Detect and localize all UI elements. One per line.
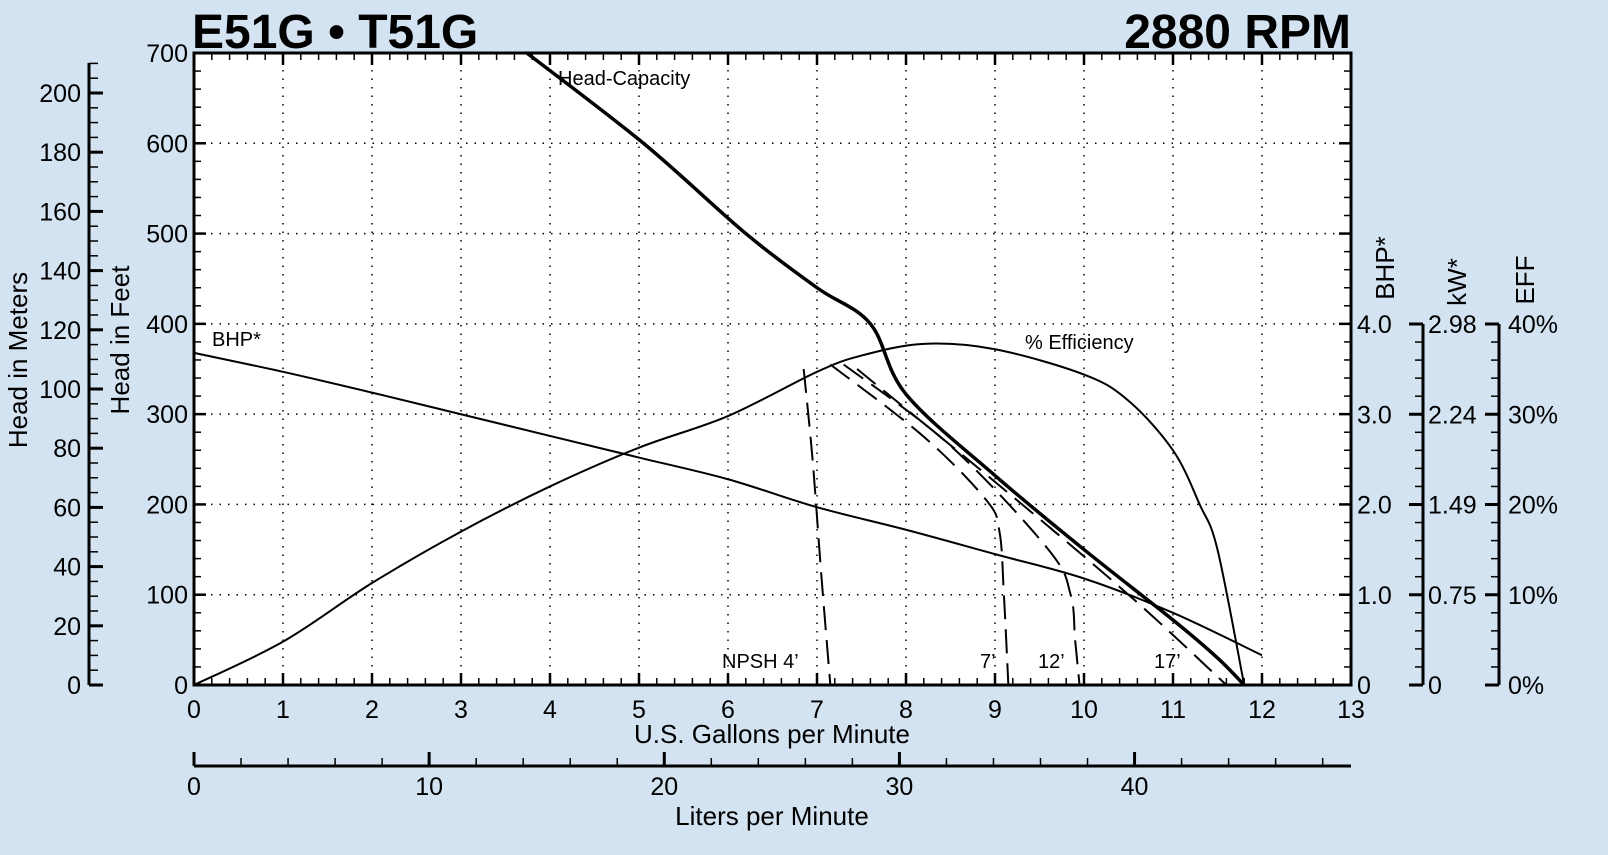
eff-tick-label: 20% [1508, 492, 1558, 520]
lpm-tick-label: 20 [650, 773, 678, 801]
bhp-tick-label: 0 [1357, 672, 1371, 700]
kw-tick-label: 0.75 [1428, 582, 1477, 610]
feet-axis-title: Head in Feet [105, 265, 135, 415]
npsh-4-label: NPSH 4’ [722, 651, 799, 673]
gpm-tick-label: 8 [899, 696, 913, 724]
right-axes [1409, 322, 1501, 687]
meters-tick-label: 80 [53, 435, 81, 463]
meters-tick-label: 120 [39, 317, 81, 345]
kw-tick-label: 2.98 [1428, 311, 1477, 339]
bhp-axis-title: BHP* [1370, 236, 1400, 300]
meters-tick-label: 180 [39, 139, 81, 167]
feet-tick-label: 500 [146, 221, 188, 249]
eff-tick-label: 40% [1508, 311, 1558, 339]
npsh-4-curve [802, 368, 832, 686]
npsh-7-curve [829, 363, 1010, 686]
npsh-17-label: 17’ [1154, 651, 1181, 673]
gpm-tick-label: 10 [1070, 696, 1098, 724]
feet-tick-label: 100 [146, 582, 188, 610]
feet-tick-label: 400 [146, 311, 188, 339]
eff-tick-label: 0% [1508, 672, 1544, 700]
lpm-tick-label: 10 [415, 773, 443, 801]
gpm-tick-label: 3 [454, 696, 468, 724]
eff-axis-title: EFF [1510, 255, 1540, 304]
kw-tick-label: 1.49 [1428, 492, 1477, 520]
gpm-tick-label: 6 [721, 696, 735, 724]
meters-tick-label: 200 [39, 80, 81, 108]
gpm-tick-label: 13 [1337, 696, 1365, 724]
lpm-axis-title: Liters per Minute [675, 801, 869, 831]
kw-tick-label: 2.24 [1428, 401, 1477, 429]
meters-tick-label: 40 [53, 554, 81, 582]
feet-tick-label: 600 [146, 130, 188, 158]
meters-tick-label: 20 [53, 613, 81, 641]
meters-tick-label: 140 [39, 258, 81, 286]
gpm-tick-label: 5 [632, 696, 646, 724]
right-tick-labels: 0 1.0 2.0 3.0 4.0 0 0.75 1.49 2.24 2.98 0% 10% 20% 30… [1357, 311, 1558, 700]
eff-tick-label: 10% [1508, 582, 1558, 610]
gpm-tick-label: 12 [1248, 696, 1276, 724]
gpm-axis-title: U.S. Gallons per Minute [634, 719, 910, 749]
head-capacity-curve [525, 51, 1246, 687]
lpm-tick-label: 40 [1121, 773, 1149, 801]
kw-tick-label: 0 [1428, 672, 1442, 700]
bhp-tick-label: 2.0 [1357, 492, 1392, 520]
feet-tick-label: 0 [174, 672, 188, 700]
gpm-tick-label: 9 [988, 696, 1002, 724]
meters-tick-labels: 0 20 40 60 80 100 120 140 160 180 200 [39, 80, 81, 700]
lpm-tick-label: 30 [886, 773, 914, 801]
grid-lines [194, 53, 1351, 685]
feet-tick-label: 200 [146, 491, 188, 519]
meters-tick-label: 100 [39, 376, 81, 404]
meters-tick-label: 0 [67, 672, 81, 700]
curves [193, 51, 1263, 687]
gpm-tick-label: 11 [1160, 696, 1186, 724]
npsh-17-curve [856, 368, 1228, 686]
bhp-curve-label: BHP* [212, 329, 261, 351]
gpm-tick-label: 1 [276, 696, 290, 724]
npsh-12-curve [843, 363, 1081, 686]
npsh-7-label: 7’ [980, 651, 996, 673]
plot-area [194, 53, 1351, 685]
plot-frame [192, 51, 1353, 687]
lpm-axis [192, 752, 1351, 768]
model-title: E51G • T51G [192, 6, 478, 59]
gpm-tick-labels: 0 1 2 3 4 5 6 7 8 9 10 11 12 13 [187, 696, 1365, 724]
lpm-tick-label: 0 [187, 773, 201, 801]
-efficiency-curve [193, 342, 1246, 686]
bhp-tick-label: 3.0 [1357, 401, 1392, 429]
npsh-12-label: 12’ [1038, 651, 1065, 673]
kw-axis-title: kW* [1442, 258, 1472, 306]
lpm-tick-labels: 0 10 20 30 40 [187, 773, 1148, 801]
gpm-tick-label: 2 [365, 696, 379, 724]
feet-tick-label: 700 [146, 40, 188, 68]
feet-tick-labels: 0 100 200 300 400 500 600 700 [146, 40, 188, 700]
gpm-tick-label: 7 [810, 696, 824, 724]
meters-axis [87, 62, 103, 687]
bhp-tick-label: 1.0 [1357, 582, 1392, 610]
speed-title: 2880 RPM [1124, 6, 1351, 59]
feet-tick-label: 300 [146, 401, 188, 429]
gpm-tick-label: 4 [543, 696, 557, 724]
head-capacity-label: Head-Capacity [558, 68, 690, 90]
bhp-curve [193, 351, 1263, 657]
gpm-tick-label: 0 [187, 696, 201, 724]
bhp-tick-label: 4.0 [1357, 311, 1392, 339]
efficiency-curve-label: % Efficiency [1025, 332, 1134, 354]
meters-axis-title: Head in Meters [3, 272, 33, 448]
eff-tick-label: 30% [1508, 401, 1558, 429]
meters-tick-label: 60 [53, 494, 81, 522]
meters-tick-label: 160 [39, 198, 81, 226]
